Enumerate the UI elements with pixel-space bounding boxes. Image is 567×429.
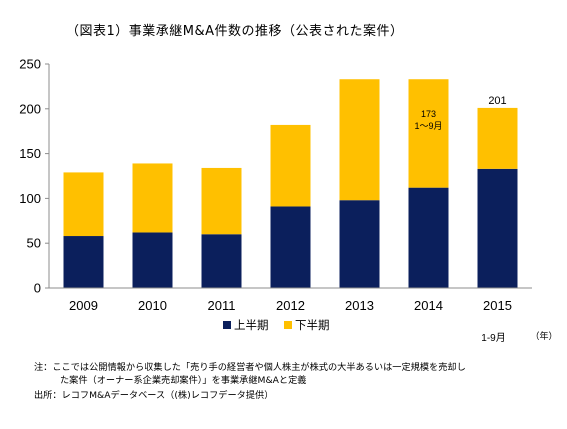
bar-first-half-2013 [339,200,380,288]
bar-second-half-2009 [63,172,104,237]
bar-first-half-2015 [477,168,518,288]
y-tick-label: 150 [19,146,41,161]
note-line-1: 注：ここでは公開情報から収集した「売り手の経営者や個人株主が株式の大半あるいは一… [34,362,466,373]
bar-first-half-2010 [132,232,173,288]
y-tick-label: 50 [27,236,41,251]
legend-label: 下半期 [295,318,330,332]
x-tick-label: 2013 [345,298,374,313]
y-tick-label: 250 [19,57,41,72]
total-label: 201 [488,95,506,107]
x-tick-label: 2012 [276,298,305,313]
y-tick-label: 0 [34,281,41,296]
y-tick-label: 200 [19,101,41,116]
bar-annotation: 173 [421,109,436,119]
period-note: 1-9月 [481,332,505,344]
bar-annotation: 1〜9月 [414,121,442,131]
bar-first-half-2009 [63,236,104,288]
bar-first-half-2012 [270,206,311,288]
bar-second-half-2014 [408,79,449,188]
bar-first-half-2011 [201,234,242,288]
bar-second-half-2011 [201,167,242,235]
bar-second-half-2010 [132,163,173,233]
x-unit-label: （年） [530,330,557,341]
legend-swatch-first-half [223,321,231,329]
legend-label: 上半期 [234,318,269,332]
bar-second-half-2015 [477,107,518,169]
bar-second-half-2012 [270,124,311,207]
note-line-2: た案件（オーナー系企業売却案件）」を事業承継M&Aと定義 [60,375,307,386]
legend-swatch-second-half [284,321,292,329]
bar-second-half-2013 [339,79,380,201]
bar-first-half-2014 [408,187,449,288]
chart-title: （図表1）事業承継M&A件数の推移（公表された案件） [66,24,404,39]
y-tick-label: 100 [19,191,41,206]
source-note: 出所：レコフM&Aデータベース（(株)レコフデータ提供） [34,390,274,401]
x-tick-label: 2011 [208,298,236,313]
x-tick-label: 2009 [69,298,98,313]
x-tick-label: 2015 [483,298,512,313]
x-tick-label: 2010 [138,298,167,313]
x-tick-label: 2014 [414,298,443,313]
